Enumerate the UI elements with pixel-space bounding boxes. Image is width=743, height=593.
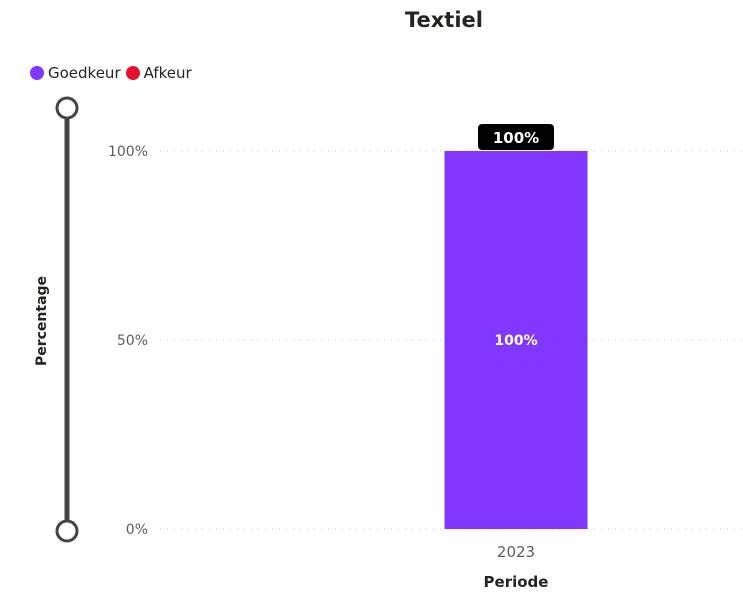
y-axis-title: Percentage	[34, 275, 50, 367]
legend-label-afkeur: Afkeur	[143, 64, 192, 82]
y-tick-label: 0%	[126, 522, 148, 538]
legend-label-goedkeur: Goedkeur	[48, 64, 121, 82]
total-label-background	[478, 124, 554, 150]
y-tick-label: 100%	[108, 144, 148, 160]
legend-item-goedkeur[interactable]: Goedkeur	[30, 64, 121, 82]
x-tick-label: 2023	[497, 543, 535, 561]
legend-marker-goedkeur	[30, 66, 44, 80]
legend-item-afkeur[interactable]: Afkeur	[125, 64, 192, 82]
chart-title: Textiel	[404, 8, 483, 32]
x-axis-title: Periode	[483, 573, 549, 591]
bar-goedkeur	[444, 151, 588, 529]
legend: Goedkeur Afkeur	[30, 64, 197, 82]
bar-data-label: 100%	[494, 333, 537, 349]
y-range-slider-bottom-handle[interactable]	[55, 519, 79, 543]
legend-marker-afkeur	[125, 66, 140, 80]
y-range-slider-top-handle[interactable]	[55, 96, 79, 120]
total-label: 100%	[493, 129, 539, 147]
y-tick-label: 50%	[117, 333, 148, 349]
